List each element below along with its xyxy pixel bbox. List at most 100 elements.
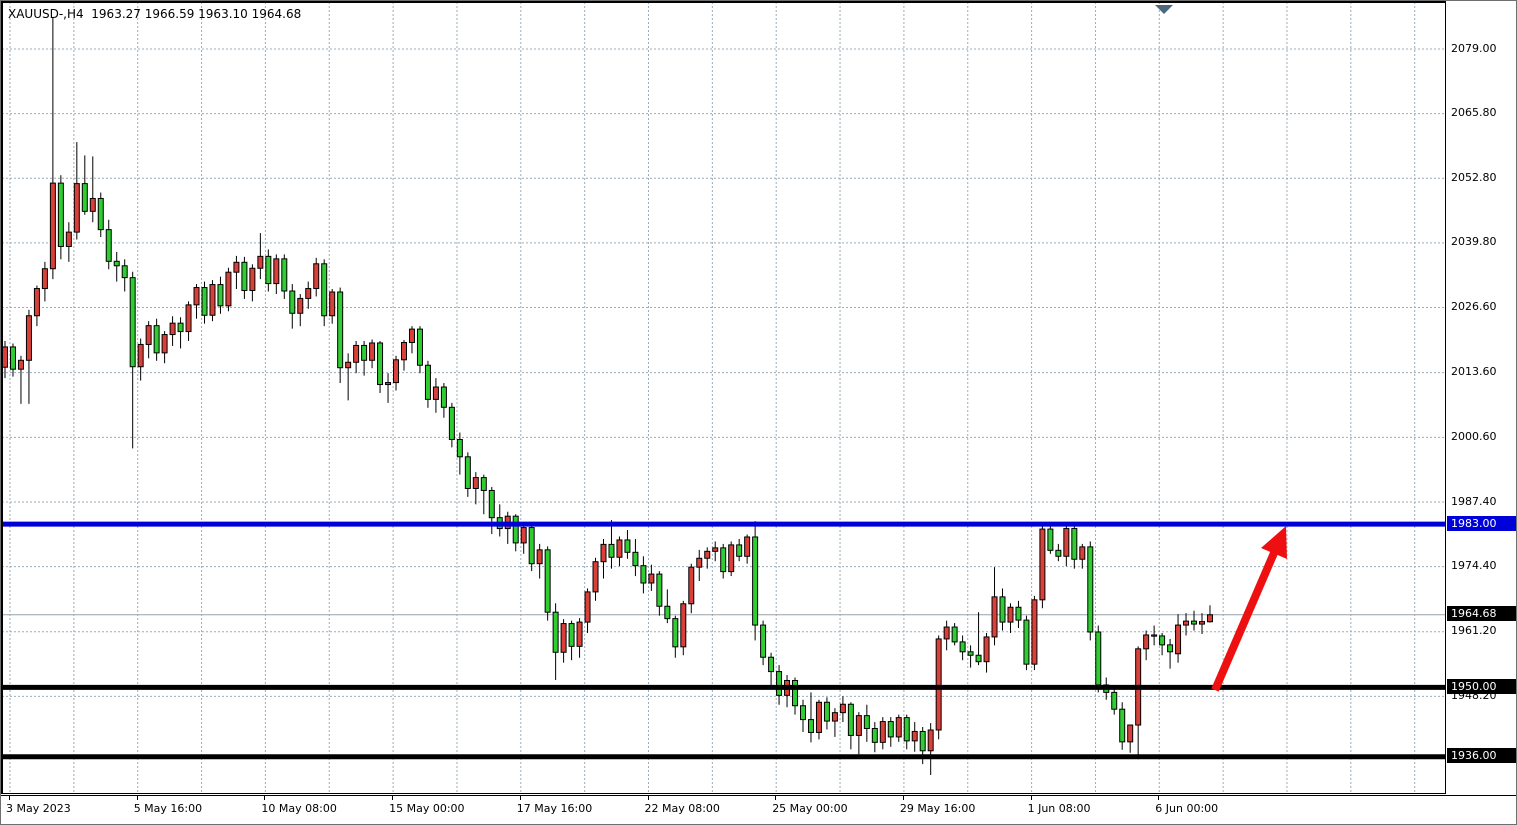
candle-body-down <box>664 605 671 620</box>
time-axis-tick <box>902 796 904 800</box>
price-axis[interactable]: 2079.00 2065.80 2052.80 2039.80 2026.60 2013.… <box>1447 1 1516 794</box>
candle-body-up <box>1127 724 1134 743</box>
candle-body-up <box>209 284 216 316</box>
candle-body-up <box>935 638 942 731</box>
candle-body-down <box>656 573 663 607</box>
time-axis[interactable]: 3 May 2023 5 May 16:00 10 May 08:00 15 May … <box>1 795 1516 824</box>
price-axis-label: 2013.60 <box>1451 365 1497 379</box>
candle-body-down <box>480 477 487 491</box>
candle-body-up <box>855 715 862 736</box>
candle-body-down <box>951 626 958 643</box>
candle-body-up <box>1175 624 1182 655</box>
candle-body-up <box>1079 546 1086 560</box>
candle-body-down <box>528 527 535 565</box>
candle-body-down <box>959 641 966 653</box>
candle-body-up <box>313 263 320 290</box>
candle-body-down <box>967 651 974 656</box>
candle-body-up <box>576 621 583 647</box>
price-axis-label: 1974.40 <box>1451 559 1497 573</box>
candle-body-up <box>49 182 56 270</box>
candle-body-down <box>57 182 64 247</box>
candle-body-down <box>440 386 447 408</box>
candle-body-down <box>672 618 679 648</box>
time-axis-label: 25 May 00:00 <box>772 802 848 815</box>
candle-body-down <box>919 730 926 752</box>
time-axis-label: 5 May 16:00 <box>133 802 203 815</box>
candlestick-chart[interactable] <box>2 2 1446 794</box>
candle-body-up <box>137 343 144 368</box>
candle-body-down <box>289 290 296 314</box>
candle-body-up <box>145 325 152 345</box>
candle-body-down <box>823 701 830 722</box>
candle-body-down <box>800 705 806 721</box>
candle-body-down <box>871 727 878 743</box>
candle-body-down <box>863 715 870 729</box>
candle-body-up <box>193 287 200 306</box>
candle-body-up <box>592 561 599 593</box>
chart-plot-area[interactable]: XAUUSD-,H4 1963.27 1966.59 1963.10 1964.… <box>1 1 1446 794</box>
candle-body-down <box>640 565 647 584</box>
candle-body-down <box>177 322 184 333</box>
candle-body-down <box>768 656 775 673</box>
candle-body-up <box>1206 614 1213 623</box>
time-axis-label: 29 May 16:00 <box>899 802 976 815</box>
candle-body-up <box>1039 528 1046 601</box>
candle-body-down <box>265 255 272 285</box>
up-arrow-head-icon[interactable] <box>1261 526 1287 559</box>
candle-body-up <box>1143 634 1150 650</box>
candle-body-down <box>903 717 910 742</box>
time-axis-label: 1 Jun 08:00 <box>1027 802 1091 815</box>
candle-body-up <box>472 477 479 489</box>
chart-shift-marker-icon[interactable] <box>1155 5 1173 14</box>
price-axis-label: 1961.20 <box>1451 624 1497 638</box>
time-axis-tick <box>264 796 266 800</box>
candle-body-down <box>488 489 495 519</box>
candle-body-down <box>1119 708 1126 743</box>
candle-body-up <box>688 566 695 605</box>
time-axis-tick <box>775 796 777 800</box>
candle-body-up <box>839 703 846 714</box>
candle-body-down <box>105 229 112 262</box>
candle-body-down <box>281 258 288 292</box>
price-axis-label: 2000.60 <box>1451 429 1497 443</box>
time-axis-label: 15 May 00:00 <box>389 802 465 815</box>
candle-body-up <box>1199 621 1205 625</box>
candle-body-down <box>321 263 328 317</box>
candle-body-down <box>807 719 814 733</box>
candle-body-down <box>1087 546 1094 633</box>
candle-body-down <box>632 551 639 567</box>
candle-body-up <box>983 636 990 663</box>
candle-body-up <box>943 626 950 640</box>
candle-body-down <box>129 277 136 368</box>
time-axis-label: 3 May 2023 <box>6 802 71 815</box>
candle-body-up <box>41 268 48 290</box>
time-axis-label: 6 Jun 00:00 <box>1155 802 1219 815</box>
candle-body-up <box>2 346 8 368</box>
candle-body-up <box>1007 606 1014 623</box>
candle-body-up <box>65 231 72 247</box>
candle-body-up <box>89 197 96 212</box>
candle-body-up <box>520 527 527 544</box>
candle-body-up <box>273 258 280 285</box>
time-axis-label: 22 May 08:00 <box>644 802 720 815</box>
candle-body-up <box>297 297 304 314</box>
candle-body-down <box>1015 606 1022 621</box>
candle-body-down <box>568 623 575 647</box>
candle-body-down <box>760 624 767 658</box>
time-axis-tick <box>647 796 649 800</box>
candle-body-up <box>25 315 32 361</box>
candle-body-up <box>696 557 703 568</box>
time-axis-tick <box>392 796 394 800</box>
candle-body-up <box>345 361 352 369</box>
candle-body-down <box>776 671 783 696</box>
candle-body-down <box>153 325 160 354</box>
candle-body-down <box>792 679 799 707</box>
candle-body-down <box>113 260 120 267</box>
up-arrow-shaft[interactable] <box>1211 551 1278 692</box>
candle-body-up <box>991 596 998 638</box>
candle-body-down <box>9 346 16 370</box>
time-axis-tick <box>1158 796 1160 800</box>
candle-body-down <box>121 265 128 279</box>
candle-body-up <box>233 261 240 273</box>
